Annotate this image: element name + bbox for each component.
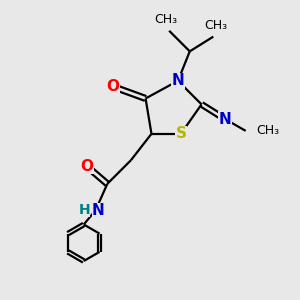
Text: N: N: [92, 203, 105, 218]
Text: H: H: [79, 203, 90, 218]
Text: O: O: [80, 159, 93, 174]
Text: O: O: [107, 79, 120, 94]
Text: CH₃: CH₃: [256, 124, 279, 137]
Text: CH₃: CH₃: [205, 19, 228, 32]
Text: S: S: [176, 126, 186, 141]
Text: N: N: [172, 73, 184, 88]
Text: N: N: [219, 112, 232, 127]
Text: CH₃: CH₃: [154, 13, 178, 26]
